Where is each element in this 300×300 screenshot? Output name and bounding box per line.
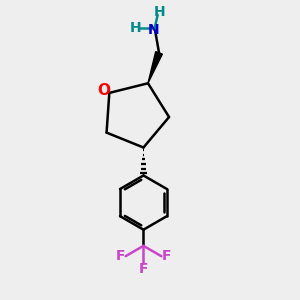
Text: F: F xyxy=(162,249,171,263)
Polygon shape xyxy=(148,52,162,83)
Text: O: O xyxy=(98,83,110,98)
Text: N: N xyxy=(147,23,159,37)
Text: H: H xyxy=(153,5,165,19)
Text: H: H xyxy=(130,21,141,35)
Text: F: F xyxy=(139,262,148,276)
Text: F: F xyxy=(116,249,125,263)
